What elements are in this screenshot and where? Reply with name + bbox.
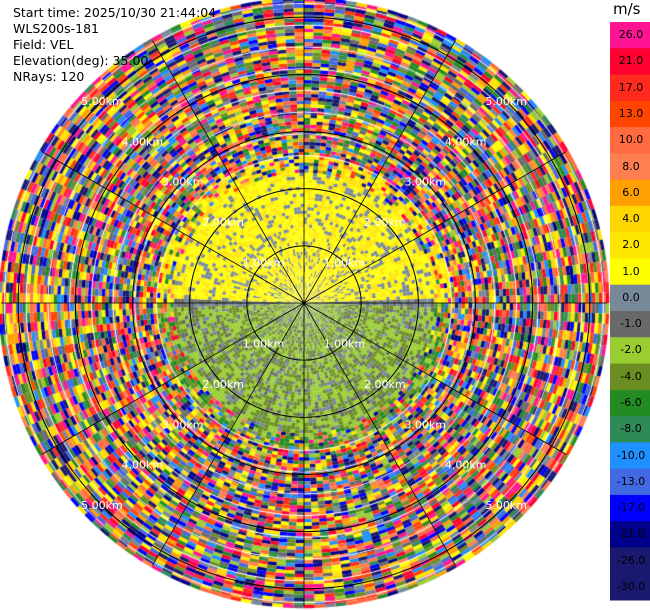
field-label: Field: VEL — [13, 37, 74, 52]
colorbar-swatch — [610, 442, 650, 470]
range-ring-label: 4.00km — [122, 135, 164, 148]
range-ring — [17, 16, 591, 590]
azimuth-spoke — [303, 302, 567, 455]
range-ring-label: 1.00km — [243, 337, 285, 350]
colorbar-tick-label: 8.0 — [622, 159, 640, 173]
range-ring-label: 2.00km — [364, 378, 406, 391]
colorbar-swatch — [610, 547, 650, 575]
colorbar-swatch — [610, 232, 650, 259]
colorbar-tick-label: 6.0 — [622, 185, 640, 199]
instrument-label: WLS200s-181 — [13, 21, 99, 36]
colorbar-swatch — [610, 48, 650, 76]
colorbar-tick-label: 10.0 — [618, 133, 644, 147]
range-ring — [131, 130, 477, 476]
start-time-label: Start time: 2025/10/30 21:44:04 — [13, 5, 217, 20]
range-ring-label: 5.00km — [81, 499, 123, 512]
colorbar-tick-label: -21.0 — [616, 527, 646, 541]
range-ring-label: 2.00km — [202, 216, 244, 229]
range-ring-label: 3.00km — [404, 418, 446, 431]
colorbar — [610, 22, 650, 601]
azimuth-spoke — [152, 302, 305, 566]
colorbar-swatch — [610, 179, 650, 207]
azimuth-spoke — [303, 302, 456, 566]
colorbar-tick-label: -10.0 — [616, 448, 646, 462]
range-ring-label: 2.00km — [364, 216, 406, 229]
range-ring — [246, 245, 362, 361]
azimuth-spoke — [41, 151, 305, 304]
colorbar-swatch — [610, 127, 650, 154]
colorbar-swatch — [610, 389, 650, 417]
range-ring-label: 3.00km — [162, 418, 204, 431]
colorbar-swatch — [610, 363, 650, 391]
colorbar-swatch — [610, 22, 650, 49]
colorbar-swatch — [610, 573, 650, 601]
colorbar-swatch — [610, 100, 650, 128]
radar-origin — [302, 301, 306, 305]
colorbar-tick-label: 21.0 — [618, 54, 644, 68]
colorbar-tick-label: -4.0 — [620, 369, 642, 383]
colorbar-swatch — [610, 311, 650, 338]
range-ring-label: 3.00km — [162, 176, 204, 189]
colorbar-tick-label: -26.0 — [616, 553, 646, 567]
colorbar-tick-label: -2.0 — [620, 343, 642, 357]
range-ring-label: 4.00km — [445, 459, 487, 472]
colorbar-tick-label: -17.0 — [616, 501, 646, 515]
colorbar-tick-label: 17.0 — [618, 80, 644, 94]
range-ring — [189, 188, 419, 418]
colorbar-swatch — [610, 337, 650, 365]
colorbar-swatch — [610, 521, 650, 548]
colorbar-tick-label: 0.0 — [622, 290, 640, 304]
range-ring-label: 1.00km — [243, 257, 285, 270]
nrays-label: NRays: 120 — [13, 69, 85, 84]
range-ring-label: 3.00km — [404, 176, 446, 189]
colorbar-tick-label: 13.0 — [618, 106, 644, 120]
colorbar-tick-label: -13.0 — [616, 474, 646, 488]
colorbar-unit: m/s — [613, 0, 641, 18]
colorbar-swatch — [610, 416, 650, 443]
colorbar-swatch — [610, 258, 650, 286]
colorbar-tick-label: -30.0 — [616, 579, 646, 593]
colorbar-tick-label: -1.0 — [620, 317, 642, 331]
colorbar-tick-label: 1.0 — [622, 264, 640, 278]
azimuth-spoke — [303, 151, 567, 304]
colorbar-tick-label: 26.0 — [618, 28, 644, 42]
range-ring-label: 5.00km — [485, 95, 527, 108]
colorbar-swatch — [610, 205, 650, 233]
range-ring-overlay: 1.00km 1.00km 1.00km 1.00km 2.00km 2.00km 2.00… — [1, 0, 607, 606]
colorbar-swatch — [610, 153, 650, 181]
colorbar-tick-label: 4.0 — [622, 212, 640, 226]
azimuth-spoke — [152, 40, 305, 304]
range-ring-label: 1.00km — [324, 257, 366, 270]
range-ring — [74, 73, 534, 533]
colorbar-swatch — [610, 284, 650, 312]
range-ring-label: 5.00km — [81, 95, 123, 108]
colorbar-swatch — [610, 468, 650, 496]
azimuth-spoke — [303, 40, 456, 304]
colorbar-tick-label: -8.0 — [620, 422, 642, 436]
range-ring-label: 5.00km — [485, 499, 527, 512]
range-ring-label: 4.00km — [445, 135, 487, 148]
colorbar-tick-label: 2.0 — [622, 238, 640, 252]
colorbar-swatch — [610, 494, 650, 522]
azimuth-spoke — [41, 302, 305, 455]
range-ring-label: 1.00km — [324, 337, 366, 350]
range-ring-label: 2.00km — [202, 378, 244, 391]
range-ring-label: 4.00km — [122, 459, 164, 472]
colorbar-swatch — [610, 74, 650, 102]
elevation-label: Elevation(deg): 35.00 — [13, 53, 149, 68]
colorbar-tick-label: -6.0 — [620, 395, 642, 409]
